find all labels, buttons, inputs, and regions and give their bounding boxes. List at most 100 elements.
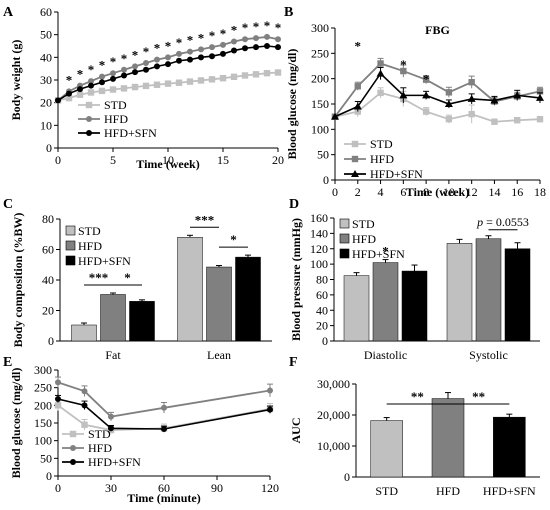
point-circle xyxy=(110,70,116,77)
significance-stars: ** xyxy=(472,389,485,404)
point-triangle xyxy=(490,96,499,104)
point-square xyxy=(186,78,194,85)
point-square xyxy=(354,83,361,90)
significance-star: * xyxy=(264,18,271,33)
point-circle xyxy=(264,43,270,49)
point-square xyxy=(120,85,128,92)
point-circle xyxy=(110,75,116,82)
point-circle xyxy=(161,404,167,411)
point-circle xyxy=(108,413,114,420)
y-tick-label: 300 xyxy=(34,363,52,377)
y-tick-label: 60 xyxy=(40,5,52,19)
legend-label: HFD xyxy=(370,152,394,166)
point-square xyxy=(76,91,84,98)
point-square xyxy=(98,87,106,95)
point-square xyxy=(197,77,205,84)
point-circle xyxy=(161,426,167,433)
point-circle xyxy=(70,445,76,451)
y-tick-label: 80 xyxy=(316,273,328,287)
point-circle xyxy=(154,56,160,63)
y-axis-title: Blood glucose (mg/dl) xyxy=(9,368,23,479)
point-square xyxy=(69,430,77,438)
bar-Lean-HFD xyxy=(206,266,232,342)
bar-HFD xyxy=(431,398,465,478)
point-circle xyxy=(99,73,105,80)
point-square xyxy=(445,89,453,96)
bar-Fat-HFD+SFN xyxy=(129,301,155,342)
point-circle xyxy=(267,406,273,413)
legend-label: HFD xyxy=(104,112,128,126)
y-tick-label: 0 xyxy=(323,173,329,187)
bar-Systolic-HFD+SFN xyxy=(504,248,531,342)
x-tick-label: 12 xyxy=(466,185,478,199)
y-tick-label: 30,000 xyxy=(317,377,350,391)
point-square xyxy=(536,88,544,95)
x-tick-label: 20 xyxy=(272,153,284,167)
legend-label: HFD+SFN xyxy=(88,455,141,469)
x-tick-label: 15 xyxy=(217,153,229,167)
y-axis-title: Blood pressure (mmHg) xyxy=(289,218,303,341)
p-value-symbol: p xyxy=(476,215,483,229)
point-circle xyxy=(99,79,105,86)
significance-star: * xyxy=(121,51,128,66)
x-category-label: HFD xyxy=(436,484,460,498)
legend-label: HFD+SFN xyxy=(370,167,423,181)
point-circle xyxy=(165,54,171,61)
bar-STD xyxy=(370,420,403,478)
x-tick-label: 4 xyxy=(378,185,384,199)
point-square xyxy=(142,82,150,90)
y-tick-label: 120 xyxy=(310,242,328,256)
y-tick-label: 0 xyxy=(46,141,52,155)
significance-star: * xyxy=(132,47,139,62)
bar-Lean-STD xyxy=(177,237,203,342)
chart-title: FBG xyxy=(425,23,450,37)
bar-Lean-HFD+SFN xyxy=(235,256,261,342)
legend-label: HFD+SFN xyxy=(104,126,157,140)
panel-label-D: D xyxy=(289,197,299,212)
significance-star: * xyxy=(187,33,194,48)
panel-label-F: F xyxy=(289,355,298,370)
point-triangle xyxy=(376,69,385,77)
x-axis-title: Time (week) xyxy=(136,157,199,171)
point-square xyxy=(514,117,521,124)
panel-label-B: B xyxy=(284,5,293,20)
legend-label: STD xyxy=(104,98,127,112)
significance-star: * xyxy=(99,58,106,73)
point-square xyxy=(377,60,384,67)
x-category-label: Lean xyxy=(207,348,231,362)
significance-star: * xyxy=(66,72,73,87)
significance-stars: * xyxy=(124,270,131,285)
point-square xyxy=(219,74,227,82)
point-square xyxy=(230,73,238,81)
y-tick-label: 10 xyxy=(40,118,52,132)
point-square xyxy=(400,67,407,75)
significance-star: * xyxy=(220,26,227,41)
significance-star: * xyxy=(209,28,216,43)
x-tick-label: 120 xyxy=(261,481,279,495)
x-tick-label: 60 xyxy=(158,481,170,495)
bar-Diastolic-HFD+SFN xyxy=(401,270,428,342)
significance-star: * xyxy=(253,19,260,34)
point-square xyxy=(164,80,172,87)
point-square xyxy=(85,101,93,109)
x-tick-label: 90 xyxy=(211,481,223,495)
point-circle xyxy=(81,388,88,395)
point-circle xyxy=(55,379,61,386)
legend-label: HFD+SFN xyxy=(352,247,405,261)
point-circle xyxy=(121,72,127,79)
y-axis-title: AUC xyxy=(289,418,303,444)
y-tick-label: 60 xyxy=(42,243,54,257)
x-tick-label: 30 xyxy=(105,481,117,495)
point-circle xyxy=(231,47,237,54)
point-triangle xyxy=(467,94,476,102)
series-line-HFD+SFN xyxy=(334,72,541,118)
x-tick-label: 18 xyxy=(534,185,546,199)
legend-label: HFD xyxy=(88,441,112,455)
significance-star: * xyxy=(165,38,172,53)
point-circle xyxy=(267,387,273,394)
y-tick-label: 60 xyxy=(316,288,328,302)
significance-star: * xyxy=(355,38,362,53)
legend-label: HFD xyxy=(352,232,376,246)
y-tick-label: 20 xyxy=(40,96,52,110)
significance-star: * xyxy=(231,22,238,37)
